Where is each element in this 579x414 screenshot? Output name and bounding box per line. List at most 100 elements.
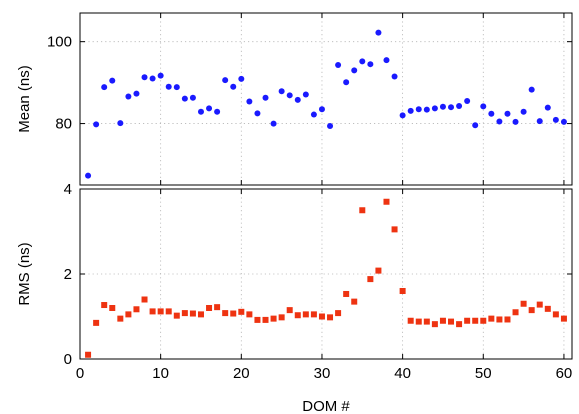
mean-data-point bbox=[189, 94, 196, 101]
mean-data-point bbox=[141, 74, 148, 81]
rms-xtick-label: 60 bbox=[556, 365, 573, 382]
rms-data-point bbox=[165, 308, 172, 315]
mean-data-point bbox=[165, 83, 172, 90]
rms-ytick-label: 2 bbox=[64, 266, 72, 283]
mean-ytick-label: 80 bbox=[55, 116, 72, 133]
mean-data-point bbox=[472, 122, 479, 129]
rms-data-point bbox=[423, 318, 430, 325]
rms-plot-frame bbox=[79, 188, 573, 360]
mean-data-point bbox=[222, 77, 229, 84]
mean-data-point bbox=[117, 120, 124, 127]
rms-data-point bbox=[318, 313, 325, 320]
rms-panel: 0 10 20 30 40 50 60 0 2 4 RMS (ns) DOM # bbox=[16, 181, 573, 414]
mean-data-point bbox=[496, 118, 503, 125]
mean-data-point bbox=[318, 106, 325, 113]
mean-data-point bbox=[157, 72, 164, 79]
mean-data-point bbox=[504, 110, 511, 117]
rms-data-point bbox=[133, 306, 140, 313]
rms-data-point bbox=[286, 307, 293, 314]
rms-data-point bbox=[520, 300, 527, 307]
rms-data-point bbox=[181, 310, 188, 317]
rms-data-point bbox=[157, 308, 164, 315]
mean-data-point bbox=[214, 108, 221, 115]
rms-data-point bbox=[294, 312, 301, 319]
rms-data-point bbox=[197, 311, 204, 318]
mean-panel: 80 100 Mean (ns) bbox=[16, 12, 573, 186]
mean-data-point bbox=[294, 96, 301, 103]
rms-ytick-label: 0 bbox=[64, 351, 72, 368]
rms-data-point bbox=[254, 316, 261, 323]
rms-data-point bbox=[496, 316, 503, 323]
rms-data-point bbox=[189, 310, 196, 317]
rms-data-point bbox=[464, 317, 471, 324]
rms-data-point bbox=[93, 319, 100, 326]
mean-data-point bbox=[520, 108, 527, 115]
mean-data-point bbox=[85, 172, 92, 179]
mean-data-point bbox=[407, 107, 414, 114]
mean-data-point bbox=[367, 61, 374, 68]
mean-data-point bbox=[431, 105, 438, 112]
mean-data-point bbox=[197, 108, 204, 115]
rms-data-point bbox=[367, 276, 374, 283]
rms-data-point bbox=[552, 311, 559, 318]
mean-data-point bbox=[262, 94, 269, 101]
rms-data-point bbox=[214, 304, 221, 311]
mean-data-point bbox=[101, 84, 108, 91]
rms-xtick-label: 50 bbox=[475, 365, 492, 382]
mean-data-point bbox=[230, 83, 237, 90]
rms-data-point bbox=[544, 305, 551, 312]
mean-y-axis-label: Mean (ns) bbox=[16, 65, 33, 133]
rms-xtick-label: 0 bbox=[76, 365, 84, 382]
rms-data-point bbox=[85, 351, 92, 358]
rms-data-point bbox=[335, 310, 342, 317]
rms-data-point bbox=[448, 318, 455, 325]
rms-data-point bbox=[343, 290, 350, 297]
rms-data-point bbox=[439, 317, 446, 324]
rms-data-point bbox=[302, 311, 309, 318]
rms-xtick-label: 10 bbox=[152, 365, 169, 382]
rms-data-point bbox=[415, 318, 422, 325]
mean-data-point bbox=[544, 104, 551, 111]
rms-data-point bbox=[149, 308, 156, 315]
mean-data-point bbox=[439, 103, 446, 110]
rms-data-point bbox=[141, 296, 148, 303]
mean-data-point bbox=[125, 93, 132, 100]
rms-data-point bbox=[472, 317, 479, 324]
mean-data-point bbox=[464, 98, 471, 105]
rms-data-point bbox=[399, 288, 406, 294]
mean-data-point bbox=[335, 62, 342, 69]
rms-data-point bbox=[238, 308, 245, 315]
rms-y-axis-label: RMS (ns) bbox=[16, 242, 33, 305]
rms-ytick-label: 4 bbox=[64, 181, 72, 198]
rms-xtick-label: 30 bbox=[314, 365, 331, 382]
mean-data-point bbox=[302, 91, 309, 98]
rms-data-point bbox=[206, 305, 213, 311]
mean-data-point bbox=[528, 86, 535, 93]
mean-data-point bbox=[488, 110, 495, 117]
rms-xtick-label: 20 bbox=[233, 365, 250, 382]
rms-data-point bbox=[560, 315, 567, 322]
mean-data-point bbox=[536, 118, 543, 125]
mean-data-point bbox=[246, 98, 253, 105]
mean-data-point bbox=[173, 84, 180, 91]
rms-data-point bbox=[173, 312, 180, 319]
rms-data-point bbox=[407, 317, 414, 324]
rms-data-point bbox=[383, 198, 390, 205]
mean-data-point bbox=[181, 95, 188, 102]
mean-data-point bbox=[391, 73, 398, 80]
mean-data-point bbox=[327, 123, 334, 130]
rms-xtick-label: 40 bbox=[394, 365, 411, 382]
mean-data-point bbox=[206, 105, 213, 112]
rms-data-point bbox=[480, 317, 487, 324]
mean-data-point bbox=[149, 75, 156, 82]
mean-data-point bbox=[310, 111, 317, 118]
rms-data-point bbox=[101, 302, 108, 309]
rms-data-point bbox=[125, 311, 132, 318]
mean-data-point bbox=[383, 57, 390, 64]
mean-data-point bbox=[109, 77, 116, 84]
rms-data-point bbox=[504, 316, 511, 323]
rms-data-point bbox=[270, 315, 277, 322]
mean-data-point bbox=[423, 106, 430, 113]
mean-data-point bbox=[375, 29, 382, 36]
